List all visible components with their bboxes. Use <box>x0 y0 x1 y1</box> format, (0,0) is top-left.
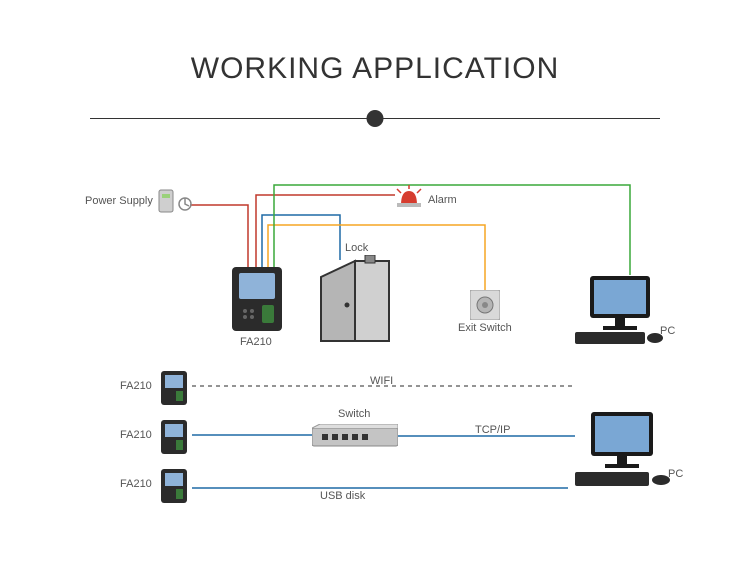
switch-label: Switch <box>338 408 370 420</box>
lock-door-icon <box>315 255 393 345</box>
usb-disk-label: USB disk <box>320 490 365 502</box>
fa210-b-label: FA210 <box>120 429 152 441</box>
wifi-label: WIFI <box>370 375 393 387</box>
exit-switch-icon <box>470 290 500 320</box>
pc-top-label: PC <box>660 325 675 337</box>
fa210-a-label: FA210 <box>120 380 152 392</box>
alarm-label: Alarm <box>428 194 457 206</box>
power-supply-icon <box>155 188 195 216</box>
fa210-device <box>230 265 284 333</box>
pc-bottom-icon <box>573 408 673 490</box>
switch-icon <box>312 424 398 450</box>
alarm-icon <box>395 185 423 209</box>
lock-label: Lock <box>345 242 368 254</box>
divider <box>90 110 660 128</box>
page-title: WORKING APPLICATION <box>0 0 750 86</box>
fa210-main-label: FA210 <box>240 336 272 348</box>
pc-top-icon <box>575 272 665 347</box>
exit-switch-label: Exit Switch <box>458 322 512 334</box>
pc-bottom-label: PC <box>668 468 683 480</box>
fa210-c-label: FA210 <box>120 478 152 490</box>
power-supply-label: Power Supply <box>85 195 153 207</box>
fa210-small-3 <box>160 468 188 504</box>
fa210-small-2 <box>160 419 188 455</box>
fa210-small-1 <box>160 370 188 406</box>
tcpip-label: TCP/IP <box>475 424 510 436</box>
